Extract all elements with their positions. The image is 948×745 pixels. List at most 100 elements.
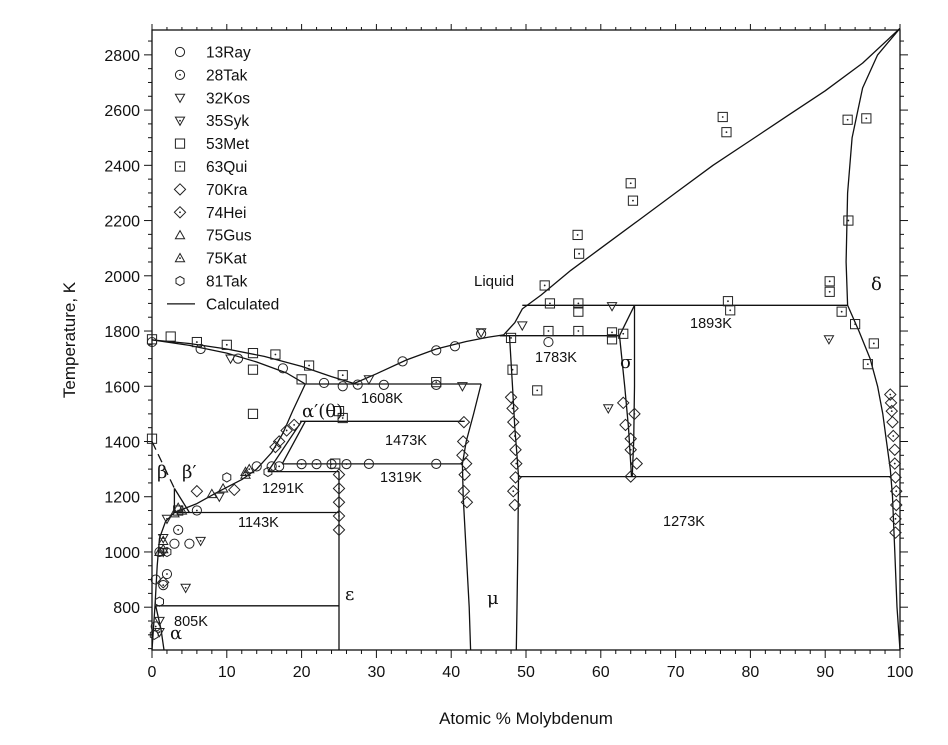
phase-label: ε: [345, 584, 354, 605]
data-point: [886, 429, 900, 443]
square-marker: [843, 215, 854, 226]
hexagon-marker: [263, 466, 273, 478]
marker-dot: [345, 463, 348, 466]
plot-border: [151, 29, 901, 651]
marker-dot: [195, 341, 198, 343]
legend-symbol: [174, 252, 186, 263]
circle-marker: [184, 538, 195, 549]
square-marker: [868, 338, 879, 349]
legend: 13Ray 28Tak 32Kos 35Syk 53Met 63Qui 70Kra 74Hei…: [167, 45, 279, 313]
data-point: [606, 334, 618, 345]
diamond-marker: [156, 576, 170, 589]
isotherm-label: 1291K: [262, 481, 304, 497]
marker-dot: [293, 424, 296, 426]
marker-dot: [285, 429, 288, 432]
line-alpha-prime-left: [267, 420, 303, 472]
data-point: [287, 418, 301, 432]
data-point: [332, 468, 346, 481]
square-marker: [850, 319, 861, 330]
marker-dot: [179, 74, 181, 76]
square-marker: [574, 248, 585, 259]
marker-dot: [184, 586, 187, 589]
data-point: [888, 457, 902, 470]
marker-dot: [511, 407, 514, 410]
marker-dot: [177, 528, 180, 531]
data-point: [624, 432, 638, 446]
data-point: [363, 458, 375, 469]
square-marker: [303, 360, 315, 371]
diamond-marker: [506, 415, 520, 429]
data-point: [431, 377, 442, 388]
marker-dot: [607, 407, 610, 410]
circle-marker: [431, 458, 442, 469]
circle-marker: [318, 377, 330, 389]
line-solidus-co: [151, 339, 306, 385]
x-tick-label: 0: [148, 664, 157, 681]
square-marker: [862, 359, 873, 370]
legend-entry: 63Qui: [206, 159, 247, 176]
triangle-up-marker: [172, 502, 184, 512]
data-point: [162, 546, 172, 558]
marker-dot: [577, 330, 580, 332]
legend-symbol: [174, 46, 186, 58]
circle-marker: [337, 381, 348, 392]
data-point: [475, 328, 487, 339]
data-point: [154, 546, 165, 557]
diamond-marker: [889, 512, 902, 526]
data-point: [180, 583, 192, 594]
square-marker: [333, 406, 345, 417]
data-points: [146, 111, 903, 640]
data-point: [184, 538, 195, 549]
circle-marker: [543, 336, 554, 348]
data-point: [332, 509, 346, 523]
hexagon-marker: [155, 596, 164, 607]
triangle-down-marker: [213, 492, 225, 503]
data-point: [506, 484, 520, 498]
isotherm-label: 1783K: [535, 350, 577, 366]
phase-label: β′: [182, 462, 197, 483]
data-point: [154, 616, 165, 627]
series-53Met: [146, 306, 618, 469]
phase-label: α′(θ): [302, 401, 343, 422]
diamond-marker: [624, 432, 638, 446]
y-tick-label: 2400: [104, 158, 140, 175]
circle-marker: [195, 343, 206, 355]
y-tick-label: 1200: [104, 490, 140, 507]
legend-entry: 70Kra: [206, 182, 248, 199]
data-point: [221, 339, 232, 350]
square-marker: [717, 111, 728, 123]
marker-dot: [840, 310, 843, 313]
data-point: [206, 488, 218, 499]
data-point: [330, 458, 341, 469]
square-marker: [221, 339, 232, 350]
data-point: [507, 364, 518, 375]
legend-symbol: [173, 183, 187, 196]
series-13Ray: [146, 328, 554, 585]
data-point: [158, 580, 169, 591]
data-point: [332, 523, 346, 537]
diamond-marker: [886, 415, 899, 429]
series-63Qui: [173, 111, 879, 516]
marker-dot: [435, 381, 438, 384]
marker-dot: [341, 374, 344, 377]
circle-marker: [326, 459, 337, 470]
data-point: [363, 375, 375, 385]
data-point: [277, 363, 288, 374]
x-tick-label: 30: [368, 664, 386, 681]
data-point: [627, 195, 639, 206]
data-point: [172, 502, 184, 512]
circle-marker: [397, 356, 408, 367]
diamond-marker: [460, 495, 474, 509]
diamond-marker: [508, 429, 522, 443]
diamond-marker: [272, 435, 286, 448]
square-marker: [247, 364, 259, 375]
diamond-marker: [889, 498, 903, 512]
data-point: [544, 298, 556, 309]
diamond-marker: [883, 388, 897, 401]
data-point: [884, 396, 898, 410]
data-point: [247, 408, 259, 419]
marker-dot: [179, 119, 181, 122]
data-point: [318, 377, 330, 389]
triangle-up-marker: [243, 463, 255, 474]
data-point: [889, 484, 903, 498]
